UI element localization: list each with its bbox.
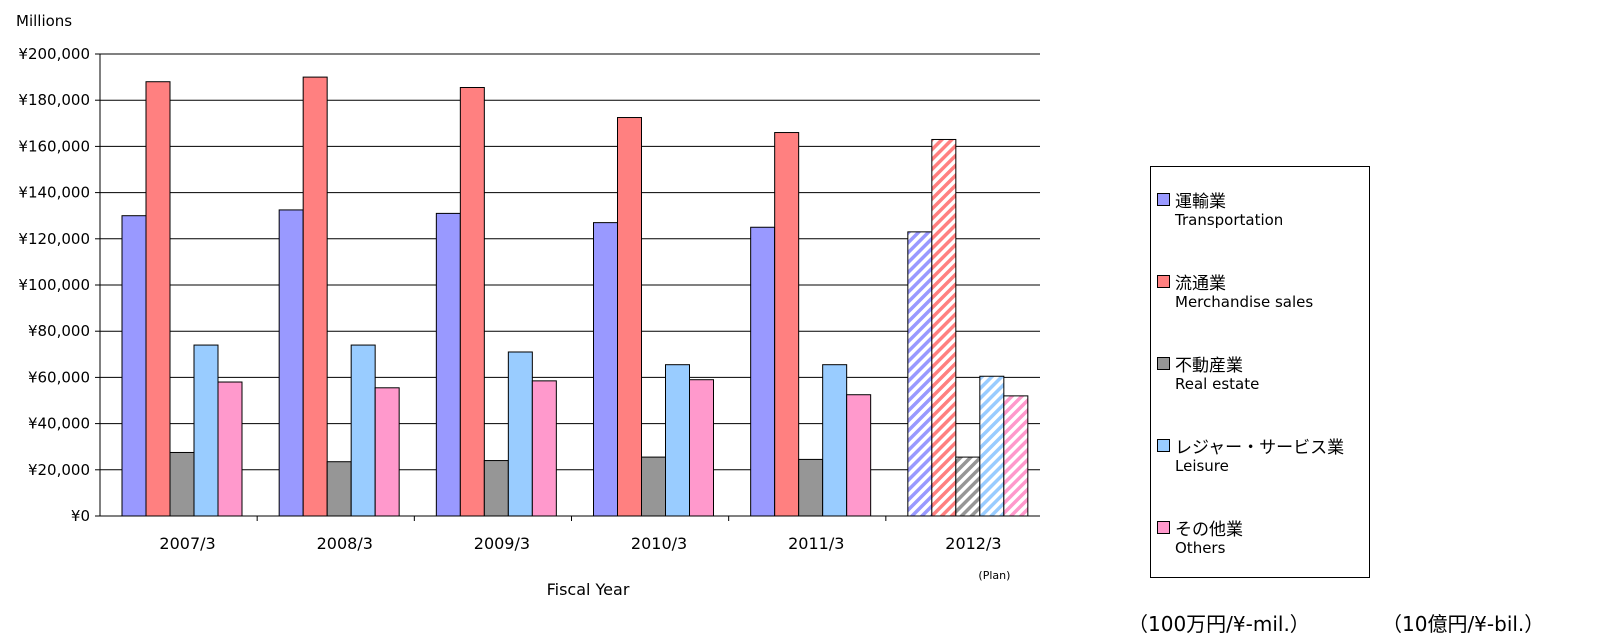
bar-2007-3-transportation — [121, 215, 147, 517]
bar-2012-3-others — [1003, 395, 1029, 517]
bar-2011-3-real-estate — [798, 458, 824, 517]
legend-label-en: Others — [1175, 539, 1226, 557]
bar-2012-3-leisure — [979, 375, 1005, 517]
y-tick-label: ¥160,000 — [18, 137, 90, 155]
gridlines — [95, 53, 1040, 521]
bar-2007-3-leisure — [193, 344, 219, 517]
y-axis-label: Millions — [16, 12, 72, 30]
bar-2012-3-transportation — [907, 231, 933, 517]
bar-2010-3-transportation — [593, 222, 618, 517]
y-tick-label: ¥80,000 — [28, 322, 90, 340]
x-tick-note: (Plan) — [978, 569, 1010, 582]
legend-swatch — [1157, 439, 1170, 452]
bar-2009-3-leisure — [507, 351, 533, 517]
x-tick-label: 2008/3 — [317, 534, 373, 553]
x-tick-label: 2009/3 — [474, 534, 530, 553]
bar-2010-3-leisure — [665, 364, 690, 517]
bar-2009-3-merchandise-sales — [459, 86, 485, 517]
bar-2010-3-real-estate — [641, 456, 666, 517]
legend-swatch — [1157, 521, 1170, 534]
x-tick-labels: 2007/3 2008/3 2009/3 2010/3 2011/3 2012/3 (Pla… — [159, 534, 1010, 582]
bar-2010-3-merchandise-sales — [617, 117, 642, 517]
legend-label-ja: その他業 — [1175, 520, 1243, 540]
x-tick-label: 2011/3 — [788, 534, 844, 553]
legend: 運輸業 Transportation 流通業 Merchandise sales 不動産… — [1150, 166, 1370, 578]
y-tick-label: ¥0 — [71, 507, 90, 525]
y-tick-label: ¥20,000 — [28, 461, 90, 479]
bar-2011-3-others — [846, 394, 872, 517]
bar-2007-3-merchandise-sales — [145, 81, 171, 517]
legend-swatch — [1157, 357, 1170, 370]
bar-2011-3-leisure — [822, 364, 848, 517]
bar-2012-3-real-estate — [955, 456, 981, 517]
bars — [121, 76, 1029, 517]
bar-2008-3-real-estate — [326, 461, 352, 517]
y-tick-label: ¥180,000 — [18, 91, 90, 109]
bar-chart: Millions ¥0¥20,000¥40,000¥60,000¥80,000¥… — [16, 12, 1040, 599]
y-tick-label: ¥60,000 — [28, 368, 90, 386]
legend-swatch — [1157, 275, 1170, 288]
bar-2009-3-real-estate — [483, 460, 509, 517]
bar-2008-3-others — [374, 387, 400, 517]
y-tick-label: ¥200,000 — [18, 45, 90, 63]
legend-label-en: Real estate — [1175, 375, 1260, 393]
bar-2008-3-leisure — [350, 344, 376, 517]
bar-2011-3-merchandise-sales — [774, 132, 800, 517]
units-bil-label: （10億円/¥-bil.） — [1382, 612, 1545, 636]
legend-swatch — [1157, 193, 1170, 206]
y-tick-label: ¥40,000 — [28, 415, 90, 433]
units-mil-label: （100万円/¥-mil.） — [1128, 612, 1310, 636]
legend-label-ja: 不動産業 — [1175, 356, 1243, 376]
legend-label-ja: 流通業 — [1175, 274, 1226, 294]
bar-2007-3-real-estate — [169, 451, 195, 517]
legend-label-en: Transportation — [1175, 211, 1284, 229]
bar-2008-3-merchandise-sales — [302, 76, 328, 517]
y-tick-label: ¥140,000 — [18, 184, 90, 202]
y-tick-label: ¥100,000 — [18, 276, 90, 294]
bar-2008-3-transportation — [278, 209, 304, 517]
y-tick-label: ¥120,000 — [18, 230, 90, 248]
legend-label-en: Merchandise sales — [1175, 293, 1314, 311]
x-tick-label: 2010/3 — [631, 534, 687, 553]
legend-label-ja: レジャー・サービス業 — [1175, 438, 1345, 458]
bar-2010-3-others — [689, 379, 714, 517]
bar-2007-3-others — [217, 381, 243, 517]
legend-label-en: Leisure — [1175, 457, 1229, 475]
bar-2012-3-merchandise-sales — [931, 138, 957, 517]
bar-2009-3-others — [531, 380, 557, 517]
bar-2009-3-transportation — [435, 212, 461, 517]
bar-2011-3-transportation — [750, 226, 776, 517]
x-axis-label: Fiscal Year — [547, 580, 630, 599]
legend-label-ja: 運輸業 — [1175, 192, 1226, 212]
x-tick-label: 2007/3 — [159, 534, 215, 553]
x-tick-label: 2012/3 — [945, 534, 1001, 553]
y-tick-labels: ¥0 ¥20,000 ¥40,000 ¥60,000 ¥80,000 ¥100,000 ¥1… — [18, 45, 90, 525]
